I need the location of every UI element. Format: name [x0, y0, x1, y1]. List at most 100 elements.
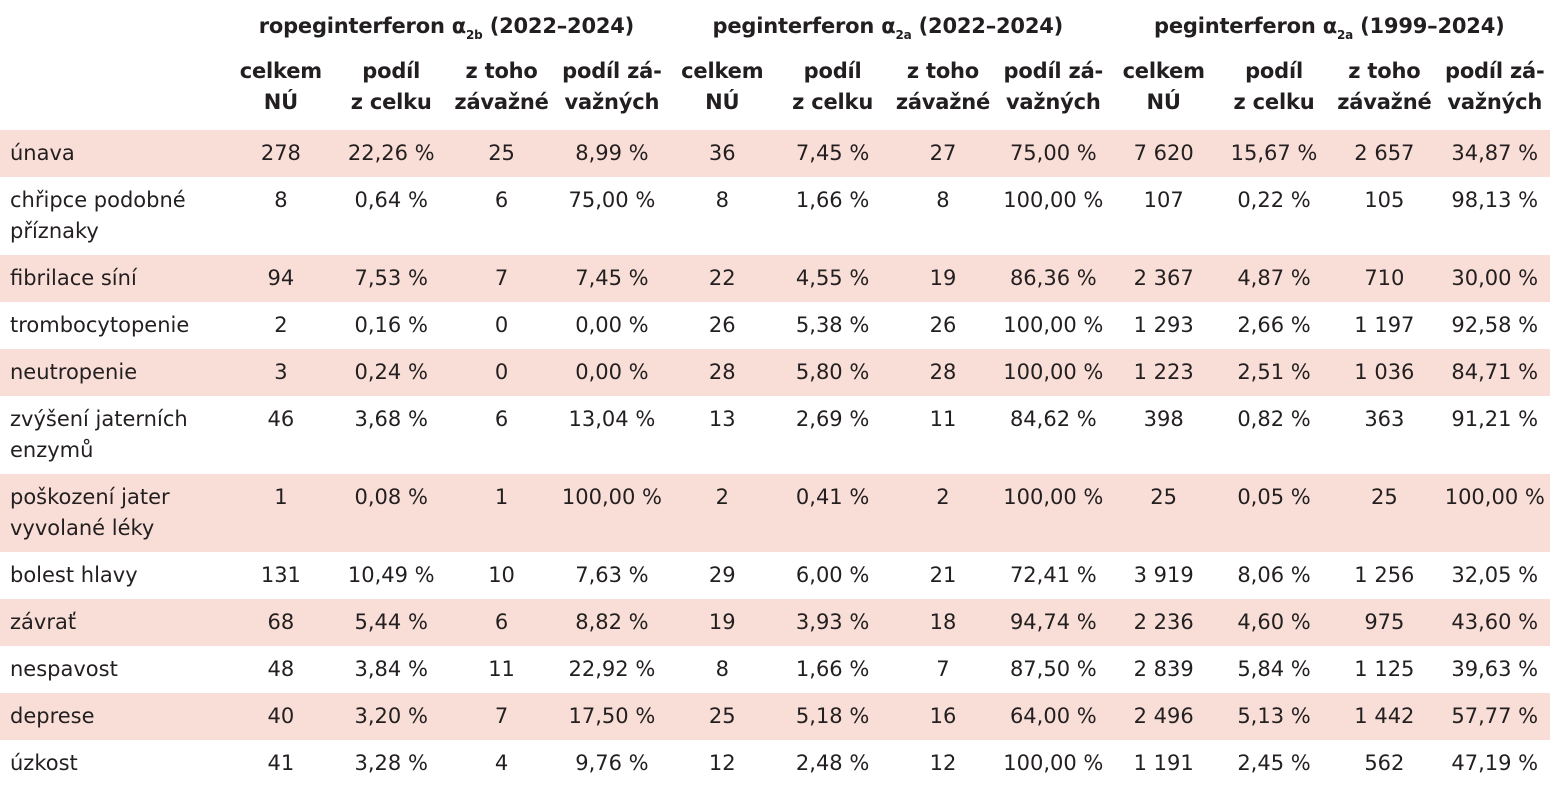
group-header-row: ropeginterferon α2b (2022–2024) peginter… [0, 0, 1550, 56]
cell-serious-share-group-2: 87,50 % [1009, 657, 1097, 681]
cell-serious-group-2: 11 [929, 407, 957, 431]
row-label: chřipce podobné příznaky [10, 188, 186, 243]
cell-serious-group-1: 6 [446, 599, 557, 646]
cell-serious-group-1: 6 [494, 407, 509, 431]
cell-share-group-3: 0,82 % [1237, 407, 1311, 431]
cell-serious-group-1: 7 [446, 693, 557, 740]
cell-serious-share-group-1: 7,45 % [556, 255, 668, 302]
cell-share-group-1: 3,68 % [354, 407, 428, 431]
cell-share-group-2: 3,93 % [777, 599, 888, 646]
cell-serious-group-2: 12 [929, 751, 957, 775]
cell-serious-share-group-1: 0,00 % [575, 313, 649, 337]
cell-share-group-3: 2,51 % [1218, 349, 1330, 396]
cell-share-group-2: 0,41 % [777, 474, 888, 552]
corner-cell [0, 0, 226, 56]
cell-serious-share-group-2: 86,36 % [998, 255, 1109, 302]
cell-serious-group-1: 11 [488, 657, 515, 681]
row-label: deprese [0, 693, 226, 740]
cell-count-group-3: 3 919 [1133, 563, 1194, 587]
cell-share-group-1: 3,20 % [336, 693, 447, 740]
table-row: závrať 68 5,44 % 6 8,82 % 19 3,93 % 18 94,74 % 2 … [0, 599, 1550, 646]
serious-share-header-group-3: podíl zá- važných [1445, 59, 1545, 114]
cell-count-group-2: 29 [708, 563, 736, 587]
cell-serious-group-2: 18 [887, 599, 999, 646]
cell-share-group-1: 22,26 % [336, 130, 447, 177]
cell-serious-group-1: 10 [488, 563, 515, 587]
count-header-group-1: celkem NÚ [239, 59, 322, 114]
cell-count-group-2: 28 [667, 349, 778, 396]
cell-serious-share-group-3: 92,58 % [1451, 313, 1539, 337]
cell-serious-share-group-3: 100,00 % [1439, 474, 1550, 552]
cell-serious-group-3: 2 657 [1329, 130, 1440, 177]
serious-header-group-3: z toho závažné [1337, 59, 1432, 114]
cell-serious-group-1: 4 [494, 751, 509, 775]
cell-count-group-3: 1 293 [1133, 313, 1194, 337]
cell-share-group-1: 10,49 % [347, 563, 435, 587]
cell-serious-share-group-3: 30,00 % [1439, 255, 1550, 302]
cell-serious-group-1: 1 [446, 474, 557, 552]
cell-serious-share-group-3: 39,63 % [1451, 657, 1539, 681]
cell-serious-group-2: 26 [929, 313, 957, 337]
cell-share-group-3: 4,60 % [1218, 599, 1330, 646]
cell-serious-share-group-2: 72,41 % [1009, 563, 1097, 587]
cell-count-group-3: 7 620 [1108, 130, 1219, 177]
cell-serious-share-group-2: 100,00 % [998, 474, 1109, 552]
cell-serious-share-group-1: 0,00 % [556, 349, 668, 396]
cell-serious-share-group-3: 84,71 % [1439, 349, 1550, 396]
cell-serious-group-1: 25 [446, 130, 557, 177]
cell-serious-share-group-3: 91,21 % [1451, 407, 1539, 431]
cell-count-group-1: 46 [267, 407, 295, 431]
cell-share-group-3: 15,67 % [1218, 130, 1330, 177]
cell-count-group-2: 8 [715, 657, 729, 681]
row-label: neutropenie [0, 349, 226, 396]
cell-serious-group-3: 1 197 [1354, 313, 1415, 337]
cell-count-group-2: 19 [667, 599, 778, 646]
cell-serious-group-2: 19 [887, 255, 999, 302]
row-label: zvýšení jaterních enzymů [10, 407, 188, 462]
cell-serious-group-3: 105 [1364, 188, 1405, 212]
share-header-group-2: podíl z celku [792, 59, 874, 114]
cell-serious-share-group-3: 57,77 % [1439, 693, 1550, 740]
cell-count-group-2: 36 [667, 130, 778, 177]
serious-share-header-group-1: podíl zá- važných [562, 59, 662, 114]
cell-serious-group-2: 27 [887, 130, 999, 177]
cell-share-group-3: 0,05 % [1218, 474, 1330, 552]
cell-serious-group-3: 1 036 [1329, 349, 1440, 396]
cell-count-group-2: 26 [708, 313, 736, 337]
cell-share-group-2: 6,00 % [795, 563, 870, 587]
group-header-peginterferon-2a-1999: peginterferon α2a (1999–2024) [1153, 14, 1505, 42]
cell-count-group-2: 12 [708, 751, 736, 775]
table-row: trombocytopenie 2 0,16 % 0 0,00 % 26 5,38 % 26 1… [0, 302, 1550, 349]
cell-share-group-2: 7,45 % [777, 130, 888, 177]
row-label: úzkost [10, 751, 78, 775]
row-label: bolest hlavy [10, 563, 138, 587]
cell-serious-share-group-2: 94,74 % [998, 599, 1109, 646]
cell-count-group-1: 1 [225, 474, 337, 552]
cell-count-group-1: 94 [225, 255, 337, 302]
cell-serious-share-group-1: 75,00 % [568, 188, 656, 212]
cell-serious-group-1: 7 [446, 255, 557, 302]
group-header-ropeginterferon-2b: ropeginterferon α2b (2022–2024) [258, 14, 635, 42]
row-label: fibrilace síní [0, 255, 226, 302]
cell-serious-share-group-3: 47,19 % [1451, 751, 1539, 775]
cell-count-group-3: 2 839 [1133, 657, 1194, 681]
cell-share-group-1: 5,44 % [336, 599, 447, 646]
subheader-row: celkem NÚ podíl z celku z toho závažné podí… [0, 56, 1550, 130]
table-row: deprese 40 3,20 % 7 17,50 % 25 5,18 % 16 64,00 %… [0, 693, 1550, 740]
cell-share-group-2: 5,80 % [777, 349, 888, 396]
cell-count-group-1: 2 [274, 313, 288, 337]
cell-serious-group-1: 0 [446, 349, 557, 396]
share-header-group-3: podíl z celku [1233, 59, 1315, 114]
cell-count-group-3: 398 [1143, 407, 1184, 431]
cell-share-group-3: 5,84 % [1237, 657, 1311, 681]
cell-count-group-1: 131 [260, 563, 301, 587]
cell-serious-group-1: 0 [494, 313, 509, 337]
cell-serious-share-group-1: 22,92 % [568, 657, 656, 681]
row-label: nespavost [10, 657, 118, 681]
cell-serious-share-group-1: 8,82 % [556, 599, 668, 646]
adverse-events-table: ropeginterferon α2b (2022–2024) peginter… [0, 0, 1550, 787]
cell-count-group-2: 2 [667, 474, 778, 552]
cell-serious-group-3: 710 [1329, 255, 1440, 302]
cell-serious-share-group-2: 100,00 % [1003, 751, 1104, 775]
table-body: únava 278 22,26 % 25 8,99 % 36 7,45 % 27 75,00 %… [0, 130, 1550, 787]
